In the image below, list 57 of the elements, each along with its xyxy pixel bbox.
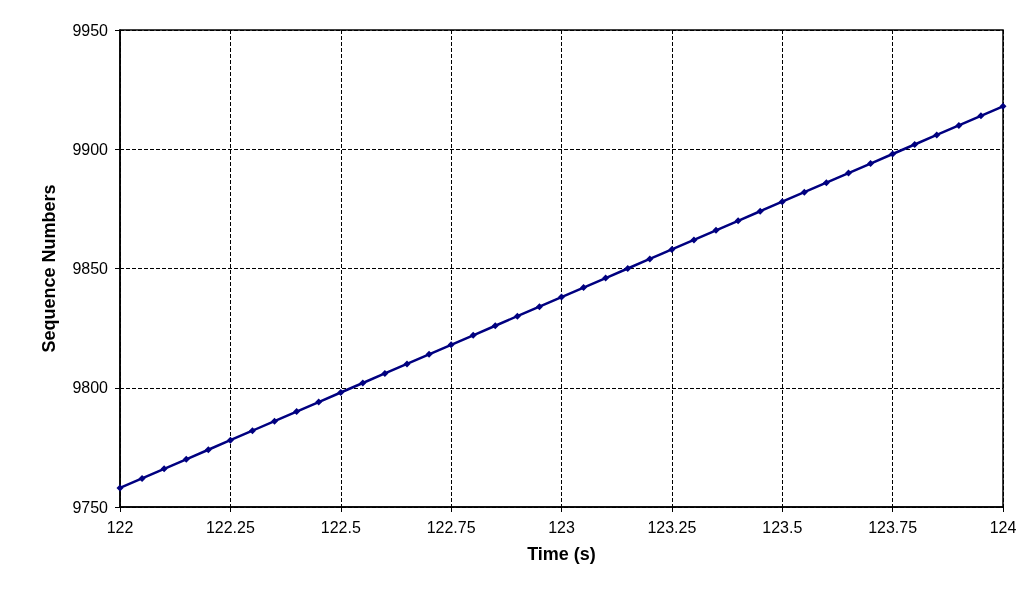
point [999,102,1007,110]
point [734,217,742,225]
point [491,322,499,330]
point [160,465,168,473]
point [800,188,808,196]
point [690,236,698,244]
point [580,284,588,292]
point [712,226,720,234]
point [293,408,301,416]
x-tick-label: 122 [106,518,134,536]
x-tick-label: 123 [548,518,575,536]
point [535,303,543,311]
point [867,160,875,168]
point [116,484,124,492]
y-tick-label: 9750 [72,498,109,516]
x-tick-label: 123.5 [762,518,803,536]
point [558,293,565,301]
point [359,379,367,387]
y-tick-label: 9950 [72,21,109,39]
x-tick-label: 123.75 [868,518,918,536]
x-tick-label: 122.25 [205,518,255,536]
point [226,436,234,444]
point [624,265,632,272]
point [911,140,919,148]
point [844,169,852,177]
point [955,121,963,129]
point [182,455,190,463]
point [933,131,941,139]
point [425,350,433,358]
point [778,198,786,206]
x-axis-title: Time (s) [527,544,596,564]
x-tick-label: 122.5 [320,518,361,536]
point [469,331,477,339]
point [646,255,654,263]
point [138,474,146,482]
point [756,207,764,215]
x-tick-label: 122.75 [426,518,476,536]
point [513,312,521,320]
y-tick-label: 9850 [72,260,109,277]
point [204,446,212,454]
y-axis-title: Sequence Numbers [39,184,59,353]
point [889,150,897,158]
point [248,427,256,435]
point [337,389,345,397]
point [381,369,389,377]
point [977,112,985,120]
y-tick-label: 9900 [72,140,109,158]
point [602,274,610,282]
point [271,417,279,425]
x-tick-label: 124 [989,518,1017,536]
point [315,398,323,406]
point [822,179,830,187]
y-tick-label: 9800 [72,379,109,397]
point [668,245,676,253]
point [403,360,411,368]
x-tick-label: 123.25 [647,518,697,536]
point [447,341,455,349]
